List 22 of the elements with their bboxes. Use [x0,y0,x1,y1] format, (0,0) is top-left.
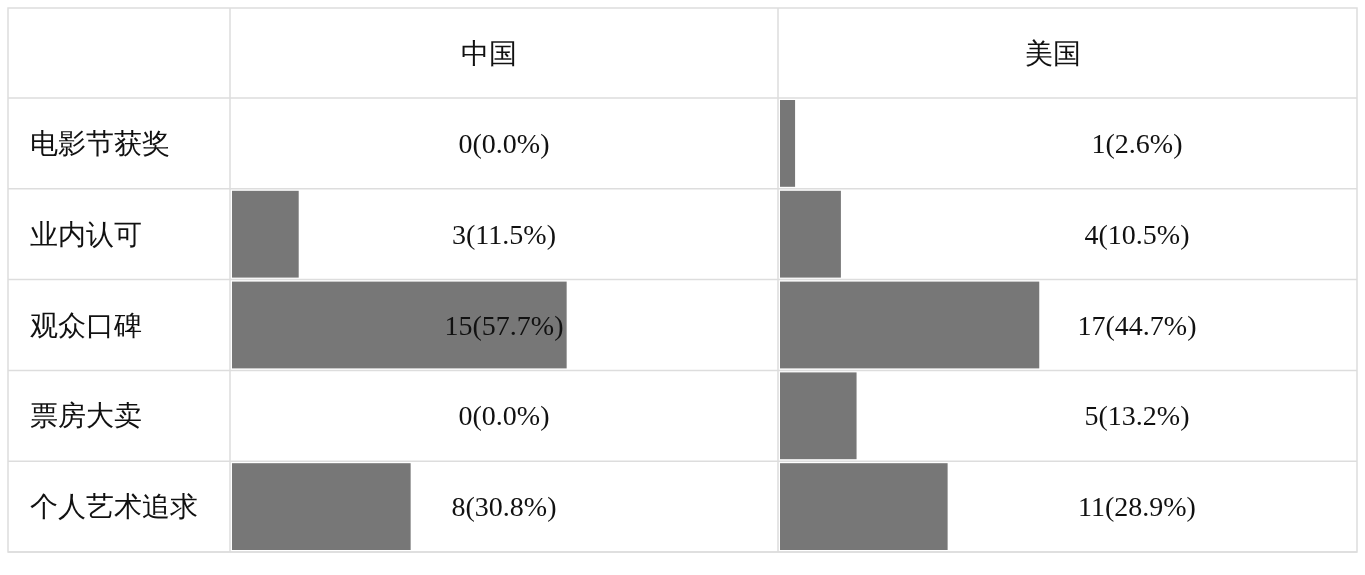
y-tick-label: 电影节获奖 [30,126,170,160]
bar [780,190,841,278]
data-label: 0(0.0%) [458,127,550,159]
data-label: 15(57.7%) [444,309,564,341]
data-label: 11(28.9%) [1078,491,1196,523]
data-label: 5(13.2%) [1084,400,1190,432]
chart-title: 中国 [461,36,517,70]
y-tick-label: 业内认可 [30,217,142,251]
data-label: 0(0.0%) [458,400,550,432]
chart-title: 美国 [1024,36,1081,70]
data-label: 3(11.5%) [452,218,556,250]
y-tick-label: 票房大卖 [30,399,142,433]
data-label: 17(44.7%) [1077,309,1197,341]
bar [780,100,796,187]
bar [780,463,948,550]
bar [780,372,857,460]
y-tick-label: 个人艺术追求 [30,490,198,524]
y-tick-label: 观众口碑 [30,308,142,342]
bar [780,281,1040,369]
data-label: 4(10.5%) [1084,218,1190,250]
data-label: 1(2.6%) [1091,127,1183,159]
data-label: 8(30.8%) [451,491,557,523]
